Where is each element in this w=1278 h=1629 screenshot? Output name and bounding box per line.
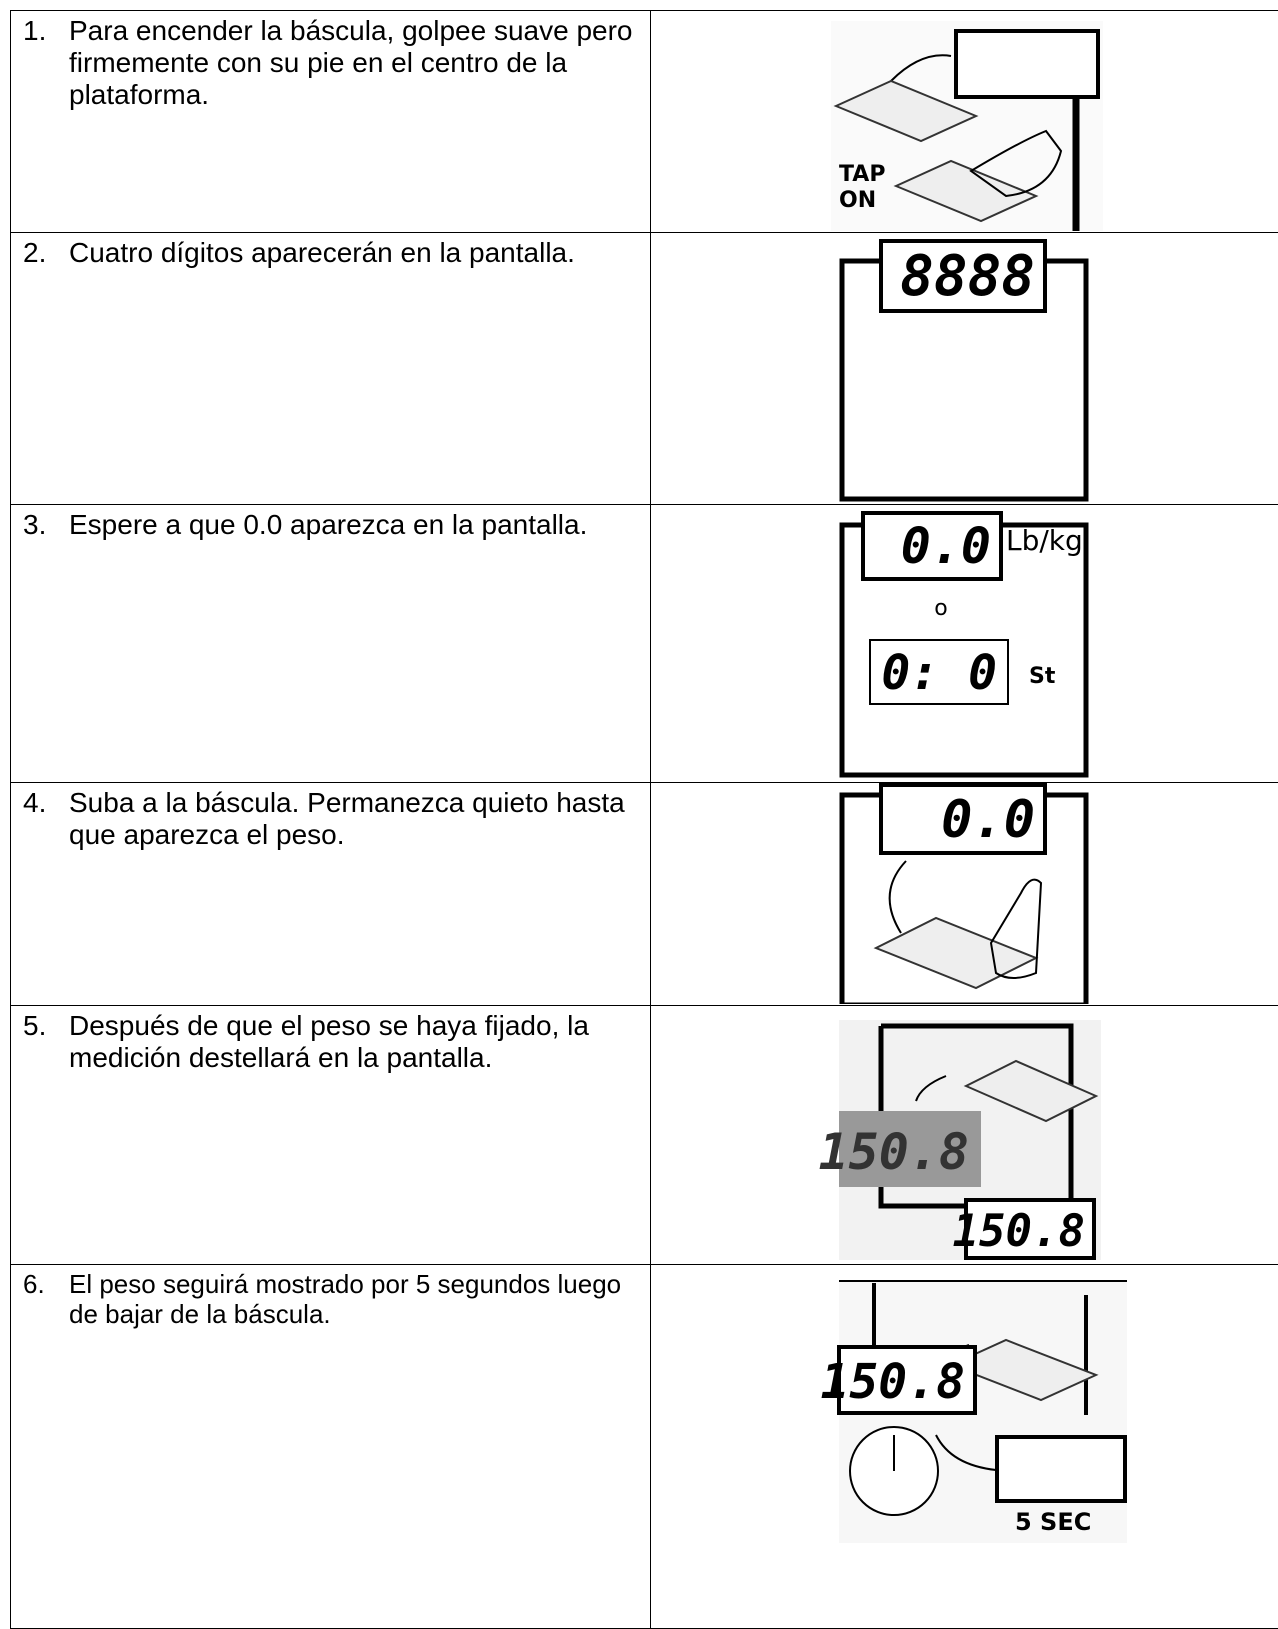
step: 1.Para encender la báscula, golpee suave…: [11, 11, 650, 111]
step-row: 6.El peso seguirá mostrado por 5 segundo…: [11, 1265, 1278, 1629]
step-row: 4.Suba a la báscula. Permanezca quieto h…: [11, 783, 1278, 1006]
display: [997, 1437, 1125, 1501]
figure: TAP ON: [651, 11, 1278, 231]
step-row: 3.Espere a que 0.0 aparezca en la pantal…: [11, 505, 1278, 783]
step-text: Espere a que 0.0 aparezca en la pantalla…: [69, 509, 587, 541]
step-number: 3.: [23, 509, 69, 541]
step-number: 6.: [23, 1269, 69, 1329]
display-text: 150.8: [821, 1354, 966, 1410]
step-row: 5.Después de que el peso se haya fijado,…: [11, 1006, 1278, 1265]
display-text: 150.8: [818, 1123, 969, 1181]
step-number: 4.: [23, 787, 69, 851]
display-text: 0.0: [941, 790, 1035, 850]
figure: 8888: [651, 233, 1278, 503]
step-row: 1.Para encender la báscula, golpee suave…: [11, 11, 1278, 233]
unit: Lb/kg: [1006, 524, 1083, 557]
step-text: Suba a la báscula. Permanezca quieto has…: [69, 787, 642, 851]
step: 4.Suba a la báscula. Permanezca quieto h…: [11, 783, 650, 851]
display-text: 8888: [900, 244, 1035, 309]
arrow: [890, 861, 906, 933]
step: 5.Después de que el peso se haya fijado,…: [11, 1006, 650, 1074]
step-text: El peso seguirá mostrado por 5 segundos …: [69, 1269, 642, 1329]
step-text: Después de que el peso se haya fijado, l…: [69, 1010, 642, 1074]
step: 6.El peso seguirá mostrado por 5 segundo…: [11, 1265, 650, 1329]
step-number: 2.: [23, 237, 69, 269]
step-text: Cuatro dígitos aparecerán en la pantalla…: [69, 237, 575, 269]
figure: 0.0 Lb/kg o 0: 0 St: [651, 505, 1278, 781]
display: [956, 31, 1098, 97]
figure: 150.8 5 SEC: [651, 1265, 1278, 1627]
display-text: 150.8: [953, 1206, 1085, 1257]
steps-table: 1.Para encender la báscula, golpee suave…: [10, 10, 1278, 1629]
step-text: Para encender la báscula, golpee suave p…: [69, 15, 642, 111]
step-number: 5.: [23, 1010, 69, 1074]
figure: 150.8 150.8: [651, 1006, 1278, 1263]
step: 2.Cuatro dígitos aparecerán en la pantal…: [11, 233, 650, 269]
step-number: 1.: [23, 15, 69, 111]
or: o: [934, 596, 947, 621]
step-row: 2.Cuatro dígitos aparecerán en la pantal…: [11, 233, 1278, 505]
step: 3.Espere a que 0.0 aparezca en la pantal…: [11, 505, 650, 541]
figure: 0.0: [651, 783, 1278, 1004]
unit: St: [1029, 664, 1056, 689]
display-text: 0: 0: [881, 645, 997, 701]
timer-label: 5 SEC: [1015, 1508, 1091, 1536]
label: ON: [839, 188, 876, 213]
display-text: 0.0: [901, 517, 991, 575]
label: TAP: [839, 162, 885, 187]
